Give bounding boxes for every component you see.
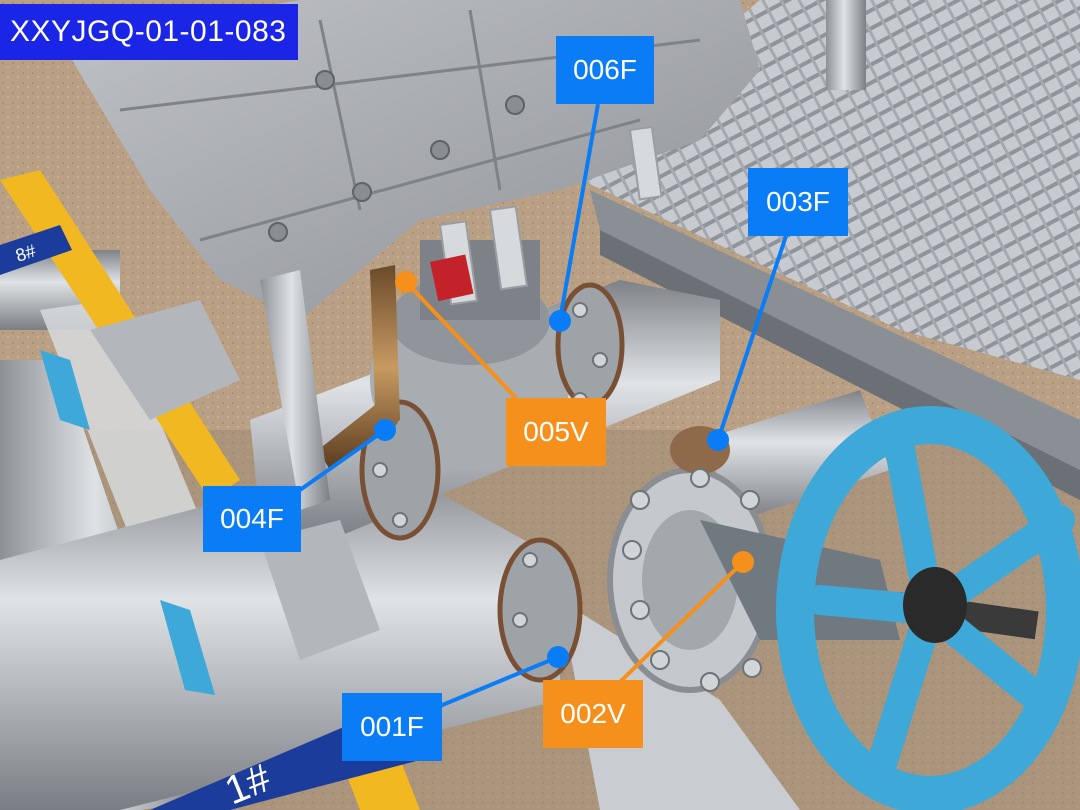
callout-001f: 001F [342, 693, 442, 761]
image-id-badge: XXYJGQ-01-01-083 [0, 4, 299, 60]
callout-005v: 005V [506, 398, 606, 466]
callout-004f: 004F [203, 486, 301, 552]
callout-003f: 003F [748, 168, 848, 236]
callout-002v: 002V [543, 680, 643, 748]
callout-006f: 006F [556, 36, 654, 104]
